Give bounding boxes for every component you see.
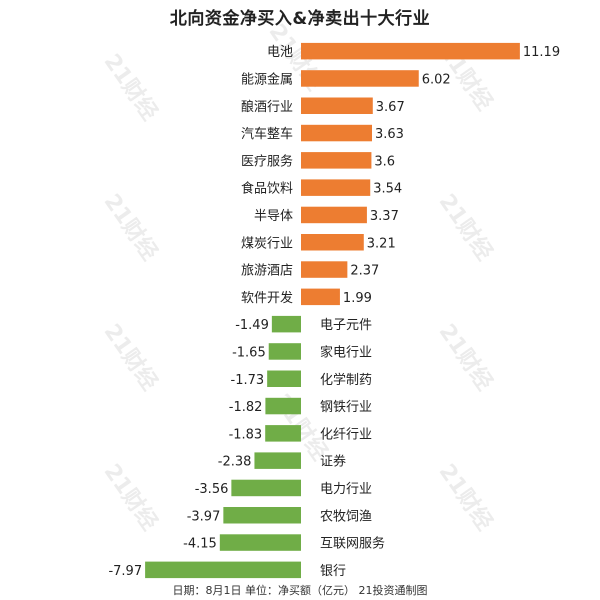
bar	[301, 261, 348, 278]
category-label: 证券	[320, 454, 346, 470]
data-label: -7.97	[108, 564, 142, 579]
category-label: 煤炭行业	[241, 236, 293, 251]
category-label: 电力行业	[320, 482, 372, 497]
data-label: 11.19	[523, 45, 560, 60]
data-label: 3.63	[375, 127, 404, 142]
bar	[301, 179, 371, 196]
bar	[267, 370, 301, 387]
bar	[219, 534, 301, 551]
data-label: 3.54	[373, 182, 402, 197]
bar	[301, 234, 364, 251]
bar	[271, 315, 301, 333]
chart-footer: 日期：8月1日 单位：净买额（亿元） 21投资通制图	[172, 584, 428, 597]
bar	[231, 479, 301, 497]
data-label: 3.6	[374, 154, 395, 169]
category-label: 旅游酒店	[241, 264, 293, 279]
bar	[301, 288, 340, 306]
category-label: 半导体	[254, 209, 293, 224]
data-label: 3.21	[367, 236, 396, 251]
data-label: 1.99	[343, 291, 372, 306]
category-label: 酿酒行业	[241, 99, 293, 115]
category-label: 化纤行业	[320, 427, 372, 442]
data-label: 2.37	[350, 264, 379, 279]
bar	[301, 124, 373, 142]
bar	[301, 70, 419, 87]
data-label: -1.49	[235, 318, 269, 333]
category-label: 家电行业	[320, 344, 372, 360]
bar	[301, 42, 520, 60]
data-label: 3.37	[370, 209, 399, 224]
bar	[265, 397, 301, 415]
category-label: 汽车整车	[241, 126, 293, 142]
category-label: 食品饮料	[241, 181, 293, 197]
bar	[145, 561, 301, 579]
bar	[268, 343, 301, 360]
category-label: 医疗服务	[241, 153, 293, 169]
data-label: -4.15	[183, 537, 217, 552]
data-label: 6.02	[422, 72, 451, 87]
category-label: 软件开发	[241, 290, 293, 306]
data-label: -1.83	[229, 427, 263, 442]
category-label: 化学制药	[320, 372, 372, 388]
category-label: 电池	[267, 45, 293, 60]
data-label: -2.38	[218, 455, 252, 470]
bar	[301, 97, 373, 114]
data-label: -3.97	[187, 509, 221, 524]
data-label: -3.56	[195, 482, 229, 497]
category-label: 银行	[320, 564, 346, 579]
bar	[254, 452, 301, 469]
data-label: 3.67	[376, 100, 405, 115]
bar	[301, 206, 367, 224]
bar	[265, 425, 301, 442]
category-label: 电子元件	[320, 318, 372, 333]
category-label: 能源金属	[241, 71, 293, 87]
data-label: -1.65	[232, 345, 266, 360]
data-label: -1.82	[229, 400, 263, 415]
category-label: 农牧饲渔	[320, 509, 372, 524]
bar	[301, 152, 372, 169]
data-label: -1.73	[231, 373, 265, 388]
category-label: 钢铁行业	[320, 400, 372, 415]
category-label: 互联网服务	[320, 536, 385, 552]
bar	[223, 507, 301, 524]
chart-title: 北向资金净买入&净卖出十大行业	[169, 9, 431, 29]
